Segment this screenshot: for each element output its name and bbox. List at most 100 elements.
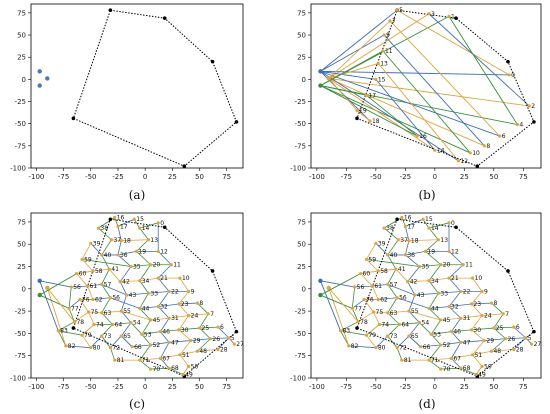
- y-tick-label: -75: [295, 352, 306, 360]
- x-tick-label: 0: [143, 383, 147, 391]
- point-label: 16: [117, 214, 125, 221]
- hull-vertex: [506, 269, 510, 273]
- mesh-edge: [157, 306, 170, 319]
- point-label: 56: [399, 295, 407, 302]
- mesh-edge: [199, 313, 209, 329]
- grid-point: [376, 61, 380, 65]
- grid-point: [350, 306, 354, 311]
- hull-b: [355, 8, 536, 169]
- point-label: 62: [380, 297, 388, 304]
- y-tick-label: 75: [297, 9, 306, 17]
- grid-point: [527, 104, 531, 108]
- connection-line: [328, 287, 359, 323]
- mesh-edge: [101, 284, 111, 298]
- mesh-edge: [448, 264, 464, 279]
- mesh-edge: [395, 268, 409, 282]
- mesh-edge: [405, 250, 426, 256]
- grid-point: [156, 221, 160, 225]
- connection-line: [39, 273, 77, 296]
- grid-point: [107, 267, 111, 271]
- mesh-edge: [414, 292, 439, 296]
- x-tick-label: -50: [370, 173, 381, 181]
- grid-point: [436, 291, 440, 295]
- grid-point: [108, 296, 112, 300]
- grid-point: [91, 297, 95, 302]
- mesh-edge: [366, 258, 420, 267]
- interior-point: [45, 76, 50, 81]
- origin-point: [318, 292, 323, 298]
- mesh-edge: [139, 227, 149, 240]
- mesh-edge: [428, 280, 439, 294]
- mesh-edge: [110, 297, 140, 309]
- mesh-edge: [340, 330, 367, 336]
- mesh-edge: [101, 239, 112, 256]
- mesh-edge: [150, 317, 170, 321]
- mesh-edge: [92, 268, 110, 272]
- mesh-edge: [472, 340, 485, 356]
- y-tick-label: -100: [10, 375, 26, 383]
- connection-line: [328, 78, 358, 111]
- mesh-edge: [68, 308, 75, 322]
- mesh-edge: [396, 335, 410, 348]
- point-label: 8: [486, 143, 490, 150]
- mesh-edge: [460, 340, 485, 343]
- grid-point: [130, 345, 134, 349]
- mesh-edge: [132, 344, 151, 348]
- point-label: 59: [84, 256, 92, 263]
- point-label: 73: [390, 333, 398, 340]
- chord-line: [428, 13, 530, 107]
- grid-point: [158, 356, 162, 360]
- grid-point: [355, 108, 359, 112]
- mesh-edge: [451, 318, 462, 332]
- y-tick-label: 25: [297, 54, 306, 62]
- grid-point: [64, 344, 68, 348]
- grid-point: [436, 238, 440, 242]
- x-tick-label: 75: [222, 383, 231, 391]
- mesh-edge: [76, 273, 88, 287]
- chord-line: [375, 79, 436, 151]
- y-tick-label: 0: [302, 76, 306, 84]
- grid-point: [146, 291, 151, 295]
- mesh-edge: [430, 319, 442, 335]
- grid-point: [116, 224, 120, 228]
- point-label: 24: [484, 313, 492, 320]
- point-label: 48: [199, 348, 207, 355]
- mesh-edge: [117, 254, 132, 267]
- origin-point: [37, 292, 42, 298]
- point-label: 18: [123, 238, 131, 245]
- point-label: 44: [431, 305, 439, 312]
- point-label: 50: [191, 363, 199, 370]
- point-label: 30: [473, 327, 481, 334]
- connection-line: [320, 85, 418, 137]
- point-label: 67: [453, 355, 461, 362]
- mesh-edge: [141, 331, 161, 335]
- mesh-edge: [408, 335, 421, 348]
- point-label: 5: [399, 7, 403, 14]
- grid-point: [177, 328, 181, 332]
- mesh-edge: [378, 297, 398, 300]
- grid-point: [388, 19, 392, 23]
- origin-point: [318, 278, 323, 283]
- point-label: 11: [173, 262, 181, 269]
- mesh-edge: [141, 319, 151, 335]
- y-tick-label: 0: [22, 76, 26, 84]
- grid-point: [100, 253, 104, 257]
- grid-point: [395, 296, 399, 300]
- grid-point: [439, 263, 443, 267]
- point-label: 38: [386, 225, 394, 232]
- interior-point: [37, 83, 42, 88]
- connection-line: [320, 70, 376, 80]
- grid-point: [449, 356, 453, 360]
- x-tick-label: 50: [489, 173, 498, 181]
- grid-point: [427, 12, 431, 16]
- mesh-edge: [119, 281, 128, 296]
- mesh-edge: [408, 310, 441, 321]
- grid-point: [208, 337, 212, 341]
- point-label: 34: [142, 278, 150, 285]
- point-label: 20: [153, 262, 161, 269]
- grid-point: [498, 134, 502, 138]
- y-tick-label: 75: [17, 9, 26, 17]
- chord-line: [389, 20, 501, 137]
- grid-point: [187, 364, 191, 369]
